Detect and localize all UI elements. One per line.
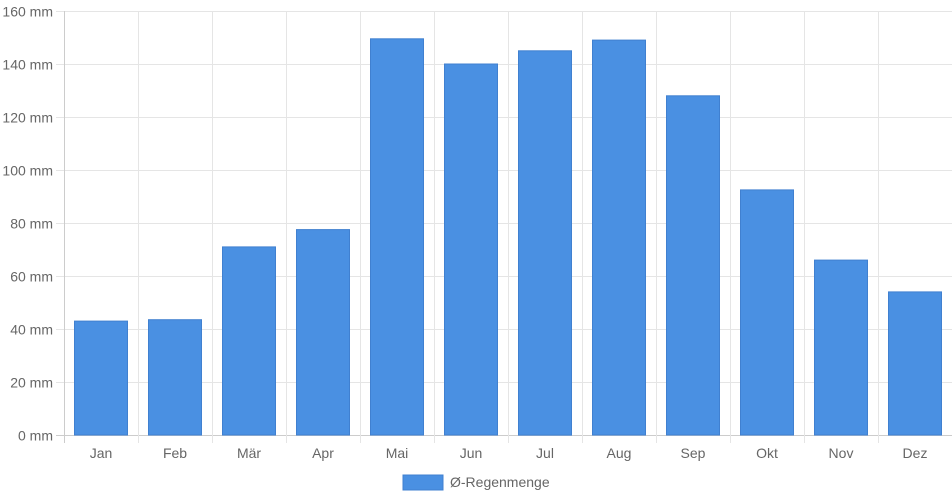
- y-tick-label: 60 mm: [10, 269, 53, 285]
- legend[interactable]: Ø-Regenmenge: [402, 474, 550, 491]
- y-tick-label: 160 mm: [2, 4, 53, 20]
- x-tick-label: Sep: [681, 445, 706, 461]
- x-tick-label: Nov: [829, 445, 854, 461]
- bar-okt[interactable]: [740, 189, 794, 436]
- y-tick-label: 40 mm: [10, 322, 53, 338]
- x-tick-label: Dez: [903, 445, 928, 461]
- bar-dez[interactable]: [888, 291, 942, 436]
- bar-jun[interactable]: [444, 63, 498, 436]
- bar-apr[interactable]: [296, 229, 350, 436]
- y-tick-label: 100 mm: [2, 163, 53, 179]
- x-tick-label: Mai: [386, 445, 409, 461]
- y-tick-label: 80 mm: [10, 216, 53, 232]
- y-tick-label: 20 mm: [10, 375, 53, 391]
- bar-sep[interactable]: [666, 95, 720, 436]
- grid: [56, 11, 952, 443]
- x-tick-label: Jan: [90, 445, 113, 461]
- bar-jan[interactable]: [74, 320, 128, 436]
- x-tick-label: Mär: [237, 445, 261, 461]
- x-tick-label: Apr: [312, 445, 334, 461]
- x-tick-label: Jul: [536, 445, 554, 461]
- bar-nov[interactable]: [814, 259, 868, 436]
- bar-aug[interactable]: [592, 39, 646, 436]
- y-tick-label: 0 mm: [18, 428, 53, 444]
- x-tick-label: Jun: [460, 445, 483, 461]
- axes: 0 mm 20 mm 40 mm 60 mm 80 mm 100 mm 120 mm 140 …: [2, 4, 927, 462]
- x-tick-label: Okt: [756, 445, 778, 461]
- legend-swatch-regenmenge[interactable]: [402, 474, 444, 491]
- bar-mai[interactable]: [370, 38, 424, 436]
- bars: [74, 38, 942, 436]
- x-tick-label: Aug: [607, 445, 632, 461]
- bar-jul[interactable]: [518, 50, 572, 436]
- x-tick-label: Feb: [163, 445, 187, 461]
- legend-label-regenmenge[interactable]: Ø-Regenmenge: [450, 474, 550, 490]
- bar-feb[interactable]: [148, 319, 202, 436]
- y-tick-label: 140 mm: [2, 57, 53, 73]
- bar-mär[interactable]: [222, 246, 276, 436]
- y-tick-label: 120 mm: [2, 110, 53, 126]
